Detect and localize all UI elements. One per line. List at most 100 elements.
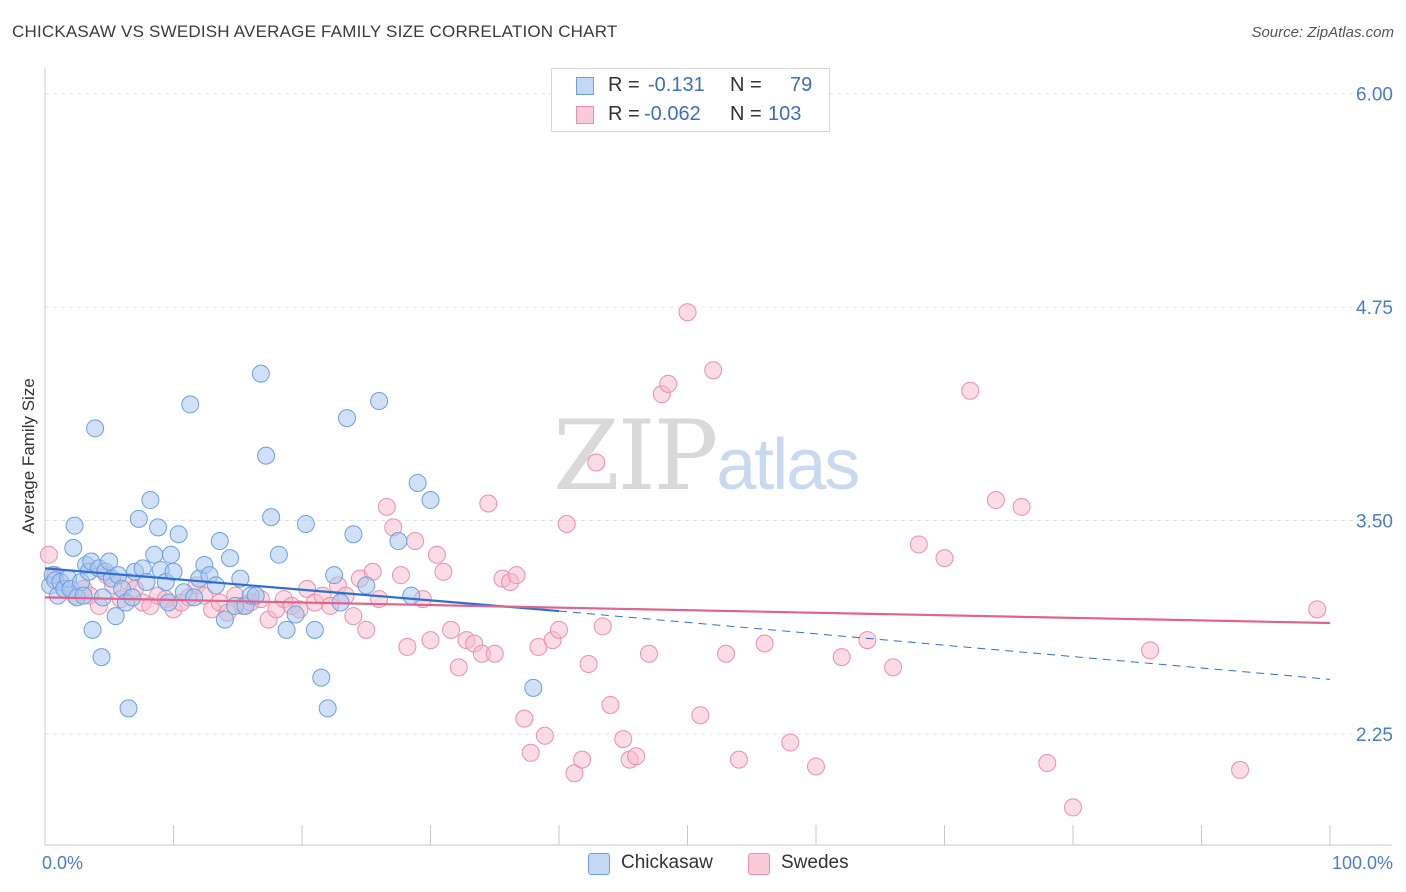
- watermark-zip: ZIP: [553, 400, 718, 512]
- swedes-point: [986, 491, 1005, 510]
- chickasaw-point: [169, 525, 188, 544]
- chickasaw-point: [257, 446, 276, 465]
- chickasaw-point: [421, 491, 440, 510]
- chickasaw-point: [389, 532, 408, 551]
- chickasaw-point: [305, 620, 324, 639]
- chickasaw-trend-extension: [558, 610, 1331, 680]
- swedes-point: [601, 695, 620, 714]
- series-legend: Chickasaw Swedes: [0, 850, 1406, 880]
- chickasaw-point: [64, 538, 83, 557]
- legend-label-swedes: Swedes: [781, 852, 849, 873]
- chickasaw-point: [215, 610, 234, 629]
- chickasaw-point: [251, 364, 270, 383]
- swedes-point: [565, 764, 584, 783]
- swedes-point: [691, 706, 710, 725]
- chart-title: CHICKASAW VS SWEDISH AVERAGE FAMILY SIZE…: [12, 22, 618, 41]
- chickasaw-point: [181, 395, 200, 414]
- r-value: -0.131: [648, 74, 705, 96]
- chickasaw-point: [286, 605, 305, 624]
- chickasaw-point: [312, 668, 331, 687]
- trend-lines: [44, 567, 1331, 680]
- swedes-point: [1064, 798, 1082, 817]
- legend-label-chickasaw: Chickasaw: [621, 852, 713, 873]
- chickasaw-point: [74, 586, 93, 605]
- swedes-point: [550, 620, 568, 639]
- swedes-point: [535, 726, 554, 745]
- chickasaw-point: [210, 532, 229, 551]
- chickasaw-point: [65, 516, 84, 535]
- chickasaw-point: [123, 588, 142, 607]
- swedes-point: [807, 757, 825, 776]
- swedes-point: [704, 361, 723, 380]
- chickasaw-point: [408, 473, 427, 492]
- swedes-point: [521, 743, 540, 762]
- chickasaw-point: [337, 409, 356, 428]
- swedes-point: [755, 634, 774, 653]
- chickasaw-point: [141, 491, 160, 510]
- swedes-point: [587, 453, 606, 472]
- swedes-point: [909, 535, 928, 554]
- swedes-point: [614, 730, 633, 749]
- swedes-point: [659, 374, 678, 393]
- swedes-point: [357, 620, 376, 639]
- swedes-point: [717, 644, 736, 663]
- y-axis-label: Average Family Size: [19, 378, 38, 534]
- y-tick-label: 3.50: [1356, 512, 1393, 533]
- swedes-point: [507, 566, 526, 585]
- chickasaw-point: [402, 586, 421, 605]
- swedes-point: [406, 532, 425, 551]
- r-value: -0.062: [644, 103, 701, 125]
- chickasaw-point: [231, 569, 250, 588]
- chickasaw-point: [185, 588, 204, 607]
- swedes-point: [377, 497, 396, 516]
- swedes-point: [935, 549, 954, 568]
- x-tick-label-max: 100.0%: [1332, 853, 1393, 873]
- swedes-point: [421, 631, 440, 650]
- swedes-point: [1038, 754, 1057, 773]
- chickasaw-point: [357, 576, 376, 595]
- y-tick-label: 6.00: [1356, 85, 1393, 106]
- swedes-point: [39, 545, 58, 564]
- swedes-point: [781, 733, 800, 752]
- swedes-point: [639, 644, 658, 663]
- watermark: ZIPatlas: [553, 400, 860, 512]
- correlation-legend: R = -0.131 N = 79 R = -0.062 N = 103: [551, 68, 830, 132]
- swedes-point: [434, 562, 453, 581]
- source-label: Source: ZipAtlas.com: [1251, 24, 1394, 41]
- swedes-point: [884, 658, 903, 677]
- swedes-point: [961, 381, 980, 400]
- chickasaw-point: [119, 699, 138, 718]
- swedes-point: [627, 747, 646, 766]
- swedes-point: [1012, 497, 1031, 516]
- swedes-point: [858, 631, 877, 650]
- x-tick-label-min: 0.0%: [42, 853, 83, 873]
- chickasaw-point: [296, 514, 315, 533]
- chickasaw-point: [83, 620, 102, 639]
- legend-row-swedes: R = -0.062 N = 103: [552, 100, 829, 130]
- swedes-point: [479, 494, 498, 513]
- swedes-point: [391, 566, 410, 585]
- axes: [44, 68, 1392, 846]
- n-value: 103: [768, 103, 802, 125]
- chickasaw-point: [159, 593, 178, 612]
- chickasaw-point: [277, 620, 296, 639]
- swedes-point: [515, 709, 534, 728]
- y-tick-label: 2.25: [1356, 725, 1393, 746]
- swedes-point: [729, 750, 748, 769]
- chickasaw-point: [370, 392, 389, 410]
- swedes-point: [1141, 641, 1160, 660]
- chickasaw-legend-swatch: [588, 853, 610, 875]
- swedes-point: [678, 303, 697, 322]
- tick-labels: 2.25 3.50 4.75 6.00 0.0% 100.0% Average Family…: [19, 85, 1393, 873]
- chickasaw-point: [106, 607, 125, 626]
- chickasaw-point: [161, 545, 180, 564]
- swedes-point: [449, 658, 468, 677]
- swedes-point: [1231, 760, 1250, 779]
- swedes-point: [557, 514, 576, 533]
- chickasaw-point: [344, 525, 363, 544]
- chickasaw-point: [246, 586, 265, 605]
- chickasaw-point: [145, 545, 164, 564]
- swedes-point: [344, 607, 363, 626]
- swedes-point: [427, 545, 446, 564]
- chickasaw-point: [86, 419, 105, 438]
